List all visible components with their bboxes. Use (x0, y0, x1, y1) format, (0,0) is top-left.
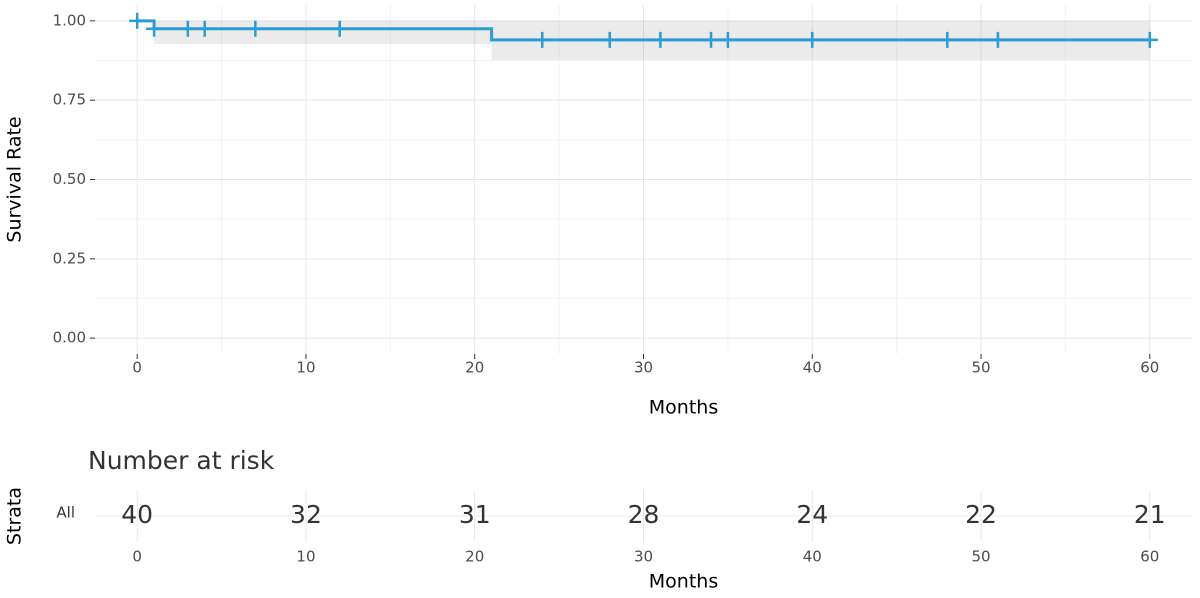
survival-line (137, 19, 1150, 42)
censor-mark (939, 31, 956, 48)
y-tick-label: 0.25 (53, 249, 86, 267)
risk-count: 21 (1134, 500, 1166, 529)
x-tick-label: 20 (465, 548, 484, 566)
risk-count: 40 (121, 500, 153, 529)
censor-mark (652, 31, 669, 48)
x-tick-label: 10 (296, 359, 315, 377)
x-tick-label: 50 (971, 548, 990, 566)
table-title: Number at risk (88, 446, 275, 475)
risk-count: 31 (459, 500, 491, 529)
x-tick-label: 40 (803, 548, 822, 566)
censor-mark (989, 31, 1006, 48)
risk-count: 32 (290, 500, 322, 529)
strata-label: All (56, 504, 75, 522)
y-tick-label: 0.50 (53, 170, 86, 188)
y-axis-title: Survival Rate (4, 116, 26, 242)
x-tick-label: 0 (132, 548, 142, 566)
x-axis-title: Months (649, 397, 718, 419)
risk-count: 22 (965, 500, 997, 529)
censor-mark (129, 12, 146, 29)
x-tick-label: 30 (634, 359, 653, 377)
censor-mark (146, 20, 163, 37)
y-tick-label: 0.75 (53, 91, 86, 109)
censor-mark (534, 31, 551, 48)
censor-mark (1141, 31, 1158, 48)
x-axis-title: Months (649, 571, 718, 593)
censor-mark (601, 31, 618, 48)
y-tick-label: 0.00 (53, 329, 86, 347)
y-tick-label: 1.00 (53, 11, 86, 29)
censor-mark (331, 20, 348, 37)
risk-count: 28 (628, 500, 660, 529)
censor-mark (703, 31, 720, 48)
x-tick-label: 60 (1140, 548, 1159, 566)
x-tick-label: 50 (971, 359, 990, 377)
censor-mark (247, 20, 264, 37)
x-tick-label: 0 (132, 359, 142, 377)
x-tick-label: 30 (634, 548, 653, 566)
x-tick-label: 40 (803, 359, 822, 377)
x-tick-label: 20 (465, 359, 484, 377)
censor-mark (719, 31, 736, 48)
censor-mark (804, 31, 821, 48)
x-tick-label: 60 (1140, 359, 1159, 377)
censor-mark (196, 20, 213, 37)
censor-mark (179, 20, 196, 37)
risk-count: 24 (796, 500, 828, 529)
y-axis-title: Strata (4, 487, 26, 545)
x-tick-label: 10 (296, 548, 315, 566)
